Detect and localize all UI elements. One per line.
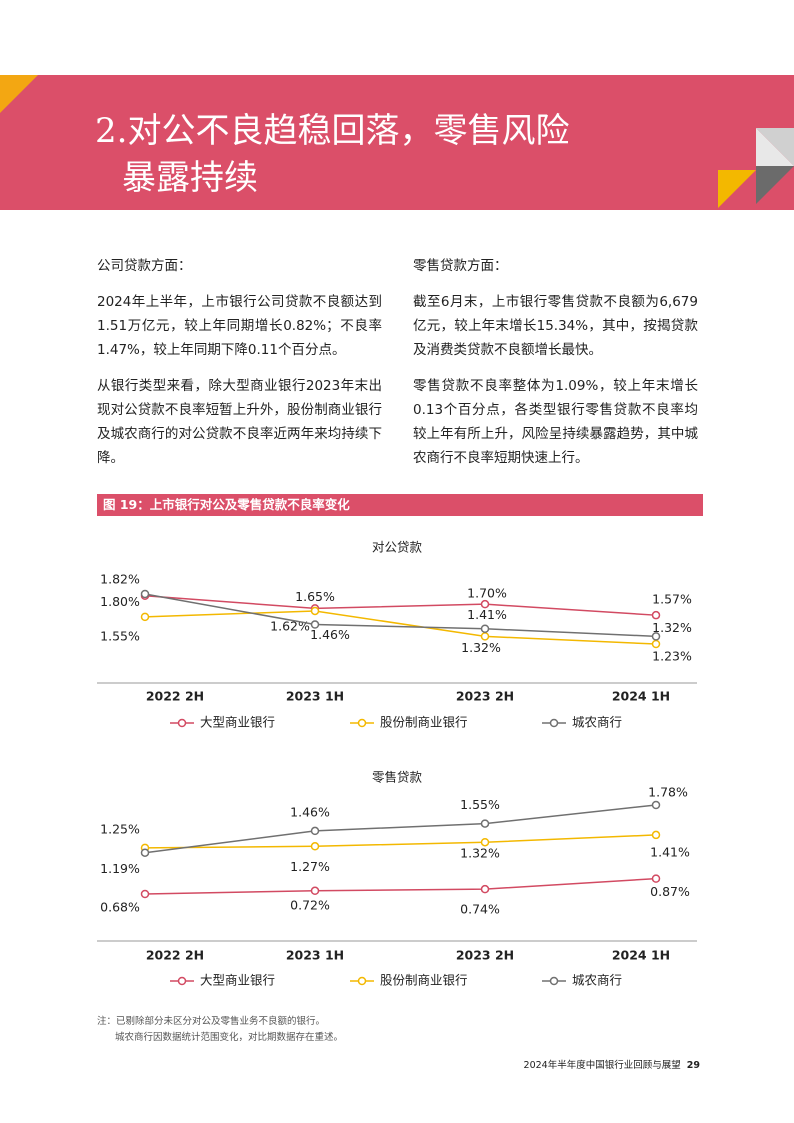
data-point	[310, 606, 320, 616]
legend-label: 城农商行	[572, 715, 622, 730]
data-label: 1.70%	[467, 586, 507, 601]
legend-marker	[357, 718, 367, 728]
data-label: 1.23%	[652, 649, 692, 664]
data-point	[480, 837, 490, 847]
data-label: 1.32%	[460, 846, 500, 861]
data-point	[140, 889, 150, 899]
note: 城农商行因数据统计范围变化，对比期数据存在重述。	[115, 1032, 344, 1043]
data-label: 1.46%	[290, 804, 330, 819]
x-tick-label: 2023 1H	[286, 689, 344, 704]
data-label: 1.19%	[100, 861, 140, 876]
data-point	[310, 620, 320, 629]
legend-label: 股份制商业银行	[380, 715, 468, 730]
paragraph: 从银行类型来看，除大型商业银行2023年末出现对公贷款不良率短暂上升外，股份制商…	[97, 378, 382, 466]
data-point	[651, 830, 661, 840]
heading: 公司贷款方面：	[97, 258, 192, 274]
x-tick-label: 2024 1H	[612, 948, 670, 963]
data-label: 1.32%	[461, 640, 501, 655]
legend-label: 大型商业银行	[200, 973, 275, 988]
legend-marker	[357, 976, 367, 986]
paragraph: 2024年上半年，上市银行公司贷款不良额达到1.51万亿元，较上年同期增长0.8…	[97, 294, 382, 358]
series-line	[144, 804, 657, 854]
footer: 2024年半年度中国银行业回顾与展望 29	[524, 1057, 700, 1071]
data-label: 1.55%	[100, 628, 140, 643]
data-label: 1.55%	[460, 797, 500, 812]
heading: 零售贷款方面：	[413, 258, 508, 274]
data-label: 1.57%	[652, 592, 692, 607]
data-point	[480, 819, 490, 828]
data-label: 0.68%	[100, 900, 140, 915]
data-point	[480, 632, 490, 641]
data-point	[651, 639, 661, 649]
legend-label: 股份制商业银行	[380, 973, 468, 988]
figure-caption: 图 19：上市银行对公及零售贷款不良率变化	[97, 494, 703, 516]
footer-text: 2024年半年度中国银行业回顾与展望	[523, 1060, 681, 1071]
data-point	[140, 612, 150, 622]
x-tick-label: 2022 2H	[146, 689, 204, 704]
x-tick-label: 2022 2H	[146, 948, 204, 963]
legend-label: 城农商行	[572, 973, 622, 988]
legend-marker	[549, 718, 559, 728]
data-label: 1.82%	[100, 572, 140, 587]
series-line	[144, 834, 657, 849]
data-label: 1.80%	[100, 594, 140, 609]
data-point	[651, 800, 661, 810]
data-label: 1.25%	[100, 821, 140, 836]
chart-title: 对公贷款	[372, 540, 423, 555]
right-column: 零售贷款方面： 截至6月末，上市银行零售贷款不良额为6,679亿元，较上年末增长…	[413, 254, 698, 482]
title-line: 2.对公不良趋稳回落，零售风险	[95, 111, 570, 151]
data-label: 1.65%	[295, 589, 335, 604]
left-column: 公司贷款方面： 2024年上半年，上市银行公司贷款不良额达到1.51万亿元，较上…	[97, 254, 382, 482]
data-point	[651, 874, 661, 883]
paragraph: 零售贷款不良率整体为1.09%，较上年末增长0.13个百分点，各类型银行零售贷款…	[413, 378, 698, 466]
data-label: 0.74%	[460, 902, 500, 917]
legend-marker	[549, 976, 559, 986]
data-label: 1.32%	[652, 620, 692, 635]
legend-label: 大型商业银行	[200, 715, 275, 730]
page-number: 29	[686, 1060, 700, 1071]
header-band	[0, 75, 794, 210]
data-point	[651, 632, 661, 641]
data-point	[310, 826, 320, 836]
data-point	[480, 599, 490, 609]
x-tick-label: 2023 2H	[456, 948, 514, 963]
data-label: 0.72%	[290, 897, 330, 912]
data-label: 1.78%	[648, 785, 688, 800]
title-line: 暴露持续	[122, 158, 258, 198]
x-tick-label: 2023 2H	[456, 689, 514, 704]
chart-title: 零售贷款	[372, 770, 423, 785]
data-point	[140, 848, 150, 857]
data-point	[310, 842, 320, 851]
data-label: 1.46%	[310, 627, 350, 642]
legend-marker	[177, 976, 187, 986]
data-label: 1.41%	[650, 844, 690, 859]
data-point	[651, 610, 661, 620]
note: 注：已剔除部分未区分对公及零售业务不良额的银行。	[97, 1016, 326, 1027]
data-point	[140, 589, 150, 599]
series-line	[144, 877, 657, 895]
data-point	[310, 886, 320, 896]
data-point	[480, 624, 490, 633]
legend-marker	[177, 718, 187, 728]
data-label: 1.41%	[467, 607, 507, 622]
series-line	[144, 593, 657, 638]
x-tick-label: 2023 1H	[286, 948, 344, 963]
series-line	[144, 594, 657, 616]
data-label: 1.27%	[290, 859, 330, 874]
paragraph: 截至6月末，上市银行零售贷款不良额为6,679亿元，较上年末增长15.34%，其…	[413, 294, 698, 358]
data-point	[480, 884, 490, 894]
data-label: 0.87%	[650, 884, 690, 899]
series-line	[144, 610, 657, 645]
x-tick-label: 2024 1H	[612, 689, 670, 704]
